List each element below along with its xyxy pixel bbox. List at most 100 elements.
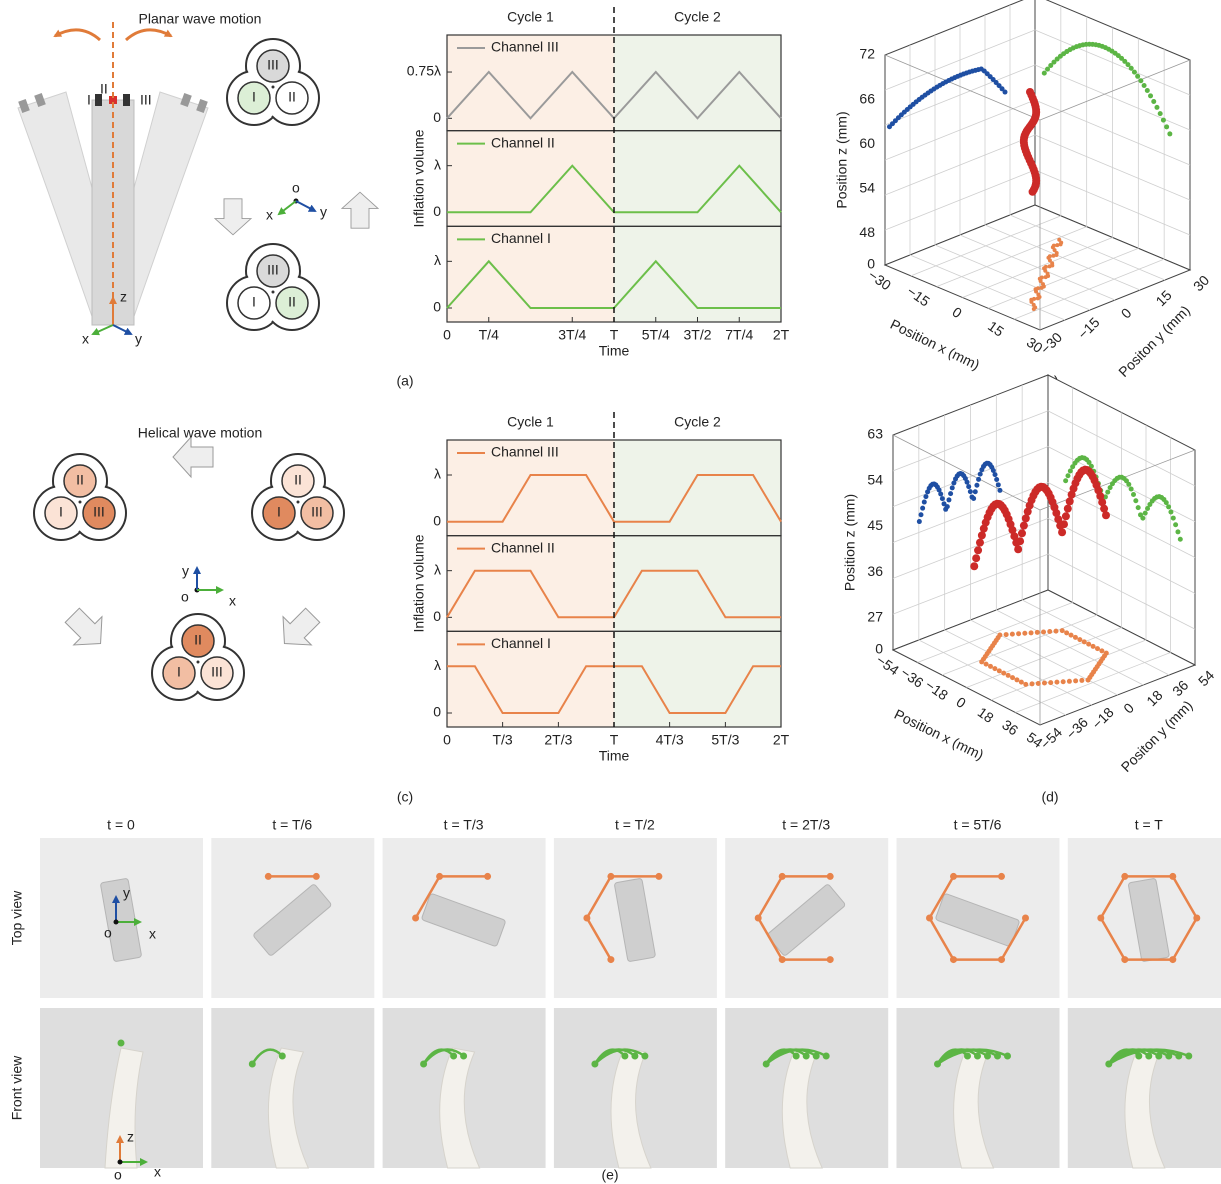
trajectory-point (997, 488, 1002, 493)
trajectory-point (1166, 504, 1171, 509)
x-tick-label: 3T/4 (558, 327, 586, 343)
y-tick-label: λ (434, 561, 441, 577)
trajectory-point (1004, 632, 1009, 637)
trajectory-point (923, 494, 928, 499)
chamber-label: II (288, 294, 296, 310)
y-tick-label: 0 (433, 299, 441, 315)
chamber-label: III (267, 57, 279, 73)
trajectory-point (938, 491, 943, 496)
trajectory-point (1040, 286, 1044, 290)
center-mark (79, 501, 82, 504)
trajectory-point (1063, 478, 1068, 483)
trajectory-point (978, 472, 983, 477)
trajectory-point (920, 506, 925, 511)
chamber-label: III (267, 262, 279, 278)
z-tick-label: 27 (867, 608, 883, 624)
front-point (621, 1053, 628, 1060)
block-arrow (342, 192, 378, 228)
trajectory-point (1061, 679, 1066, 684)
trajectory-point (994, 477, 999, 482)
cycle-label: Cycle 2 (674, 9, 721, 25)
axis-arrow (279, 201, 296, 214)
chamber-label: I (177, 664, 181, 680)
legend-label: Channel I (491, 230, 551, 246)
trajectory-point (945, 504, 950, 509)
trajectory-point (1135, 74, 1140, 79)
axis-label: y (123, 885, 130, 901)
trajectory-point (1019, 680, 1024, 685)
row-label: Front view (9, 1055, 25, 1120)
chamber-label: III (311, 504, 323, 520)
trajectory-point (1148, 93, 1153, 98)
z-tick-label: 60 (859, 135, 875, 151)
axis-arrow (113, 325, 131, 334)
trajectory-point (1091, 644, 1096, 649)
trajectory-point (1173, 522, 1178, 527)
trajectory-point (1003, 90, 1008, 95)
x-tick-label: T (610, 327, 619, 343)
trajectory-point (976, 539, 984, 547)
axis-label: x (266, 207, 273, 223)
trajectory-point (1136, 505, 1141, 510)
front-point (118, 1040, 125, 1047)
trajectory-point (1030, 681, 1035, 686)
x-tick-label: 0 (949, 304, 965, 322)
trajectory-point (1032, 307, 1036, 311)
y-tick-label: −18 (1089, 704, 1117, 732)
trajectory-point (1167, 131, 1172, 136)
trajectory-point (1036, 296, 1040, 300)
y-tick-label: 0 (433, 203, 441, 219)
trajectory-point (1126, 482, 1131, 487)
origin (114, 920, 119, 925)
trajectory-point (1065, 473, 1070, 478)
front-point (964, 1053, 971, 1060)
z-tick-label: 45 (867, 517, 883, 533)
axis-label: o (181, 589, 189, 605)
front-point (1004, 1053, 1011, 1060)
hexagon-vertex (827, 956, 834, 963)
panel-label: (c) (397, 789, 413, 805)
x-tick-label: 2T/3 (544, 732, 572, 748)
trajectory-point (1082, 639, 1087, 644)
trajectory-point (1164, 500, 1169, 505)
trajectory-point (979, 659, 984, 664)
hexagon-vertex (998, 873, 1005, 880)
x-tick-label: T/4 (479, 327, 499, 343)
x-tick-label: 4T/3 (656, 732, 684, 748)
panel-title: Helical wave motion (138, 425, 263, 441)
center-mark (272, 86, 275, 89)
legend-label: Channel III (491, 39, 559, 55)
axis-label: z (127, 1129, 134, 1145)
trajectory-point (1035, 630, 1040, 635)
front-point (279, 1053, 286, 1060)
trajectory-point (1060, 628, 1065, 633)
time-label: t = T/3 (444, 817, 484, 833)
trajectory-point (1064, 505, 1072, 513)
trajectory-point (1086, 678, 1091, 683)
hexagon-vertex (827, 873, 834, 880)
trajectory-point (922, 500, 927, 505)
y-tick-label: 0.75λ (407, 63, 441, 79)
center-mark (297, 501, 300, 504)
block-arrow (173, 437, 213, 477)
trajectory-point (997, 668, 1002, 673)
y-tick-label: 18 (1143, 687, 1165, 709)
z-axis-label: Position z (mm) (834, 111, 850, 208)
hexagon-vertex (1022, 915, 1029, 922)
time-label: t = 5T/6 (954, 817, 1002, 833)
trajectory-point (1029, 630, 1034, 635)
z-tick-label: 48 (859, 224, 875, 240)
cycle-label: Cycle 2 (674, 414, 721, 430)
x-tick-label: 2T (773, 327, 790, 343)
block-arrow (215, 199, 251, 235)
hexagon-vertex (1121, 873, 1128, 880)
chamber-label: I (252, 294, 256, 310)
trajectory-point (1105, 490, 1110, 495)
y-tick-label: λ (434, 252, 441, 268)
hexagon-vertex (607, 956, 614, 963)
front-point (974, 1053, 981, 1060)
hexagon-vertex (1193, 915, 1200, 922)
panel-label: (d) (1041, 789, 1058, 805)
trajectory-point (1055, 243, 1059, 247)
x-tick-label: 15 (985, 318, 1007, 340)
